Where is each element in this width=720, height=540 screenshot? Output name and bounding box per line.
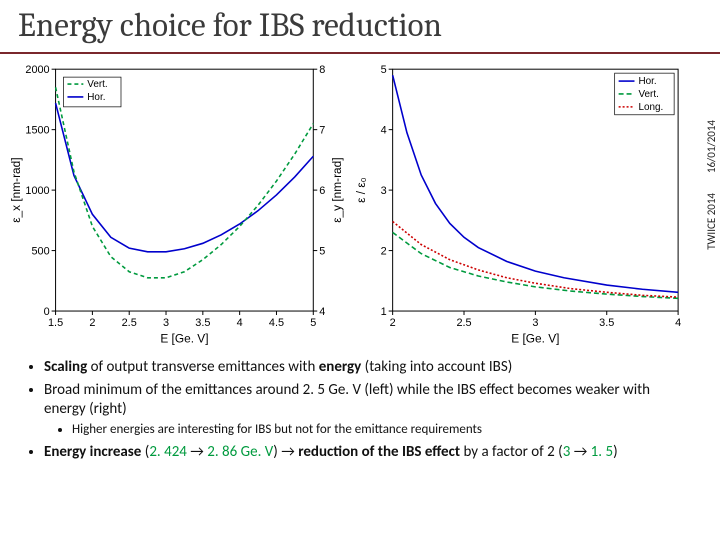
bullet-3: Energy increase (2. 424 → 2. 86 Ge. V) →… bbox=[44, 443, 692, 462]
slide: Energy choice for IBS reduction TWIICE 2… bbox=[0, 0, 720, 540]
b3-ei: Energy increase bbox=[44, 443, 141, 461]
side-conf: TWIICE 2014 bbox=[705, 193, 718, 250]
svg-text:Hor.: Hor. bbox=[87, 92, 105, 103]
svg-text:3.5: 3.5 bbox=[599, 317, 614, 329]
left-chart: 1.522.533.544.55050010001500200045678E [… bbox=[8, 58, 345, 348]
svg-text:500: 500 bbox=[31, 246, 49, 258]
svg-text:5: 5 bbox=[310, 317, 316, 329]
b3-v1: 2. 424 bbox=[149, 443, 187, 461]
b3-red: reduction of the IBS effect bbox=[298, 443, 460, 461]
svg-text:6: 6 bbox=[319, 185, 325, 197]
svg-text:1: 1 bbox=[381, 306, 387, 318]
bullet-2: Broad minimum of the emittances around 2… bbox=[44, 381, 692, 419]
svg-text:Long.: Long. bbox=[638, 102, 663, 113]
svg-text:3: 3 bbox=[163, 317, 169, 329]
side-labels: TWIICE 2014 16/01/2014 bbox=[705, 120, 718, 250]
svg-text:E [Ge. V]: E [Ge. V] bbox=[511, 332, 559, 346]
b3-v4: 1. 5 bbox=[591, 443, 613, 461]
svg-text:Hor.: Hor. bbox=[638, 76, 656, 87]
svg-text:2: 2 bbox=[381, 246, 387, 258]
svg-text:2.5: 2.5 bbox=[122, 317, 137, 329]
bullet-2-sub: Higher energies are interesting for IBS … bbox=[72, 422, 692, 438]
svg-text:4: 4 bbox=[381, 125, 387, 137]
svg-text:0: 0 bbox=[44, 306, 50, 318]
side-date: 16/01/2014 bbox=[705, 120, 718, 173]
svg-text:4: 4 bbox=[319, 306, 325, 318]
svg-text:3.5: 3.5 bbox=[195, 317, 210, 329]
b1-mid: of output transverse emittances with bbox=[87, 358, 319, 376]
svg-text:1000: 1000 bbox=[25, 185, 49, 197]
svg-text:E [Ge. V]: E [Ge. V] bbox=[160, 332, 208, 346]
svg-text:1.5: 1.5 bbox=[48, 317, 63, 329]
svg-text:ε_y [nm-rad]: ε_y [nm-rad] bbox=[330, 157, 344, 222]
svg-text:7: 7 bbox=[319, 125, 325, 137]
svg-text:1500: 1500 bbox=[25, 125, 49, 137]
slide-title: Energy choice for IBS reduction bbox=[18, 7, 442, 45]
svg-text:ε_x [nm-rad]: ε_x [nm-rad] bbox=[9, 157, 23, 222]
svg-text:4: 4 bbox=[237, 317, 243, 329]
svg-text:Vert.: Vert. bbox=[87, 79, 107, 90]
svg-text:5: 5 bbox=[381, 64, 387, 76]
b3-v2: 2. 86 Ge. V bbox=[207, 443, 273, 461]
svg-text:8: 8 bbox=[319, 64, 325, 76]
svg-text:3: 3 bbox=[532, 317, 538, 329]
svg-text:2.5: 2.5 bbox=[456, 317, 471, 329]
svg-text:2: 2 bbox=[390, 317, 396, 329]
svg-text:2000: 2000 bbox=[25, 64, 49, 76]
b1-scaling: Scaling bbox=[44, 358, 87, 376]
charts-row: 1.522.533.544.55050010001500200045678E [… bbox=[8, 58, 690, 348]
svg-text:ε / ε₀: ε / ε₀ bbox=[354, 177, 368, 202]
svg-text:5: 5 bbox=[319, 246, 325, 258]
bullet-1: Scaling of output transverse emittances … bbox=[44, 358, 692, 377]
bullets: Scaling of output transverse emittances … bbox=[22, 358, 692, 465]
title-bar: Energy choice for IBS reduction bbox=[0, 0, 720, 54]
svg-text:4.5: 4.5 bbox=[269, 317, 284, 329]
svg-text:2: 2 bbox=[89, 317, 95, 329]
svg-text:3: 3 bbox=[381, 185, 387, 197]
b1-energy: energy bbox=[319, 358, 362, 376]
svg-text:Vert.: Vert. bbox=[638, 89, 658, 100]
b1-end: (taking into account IBS) bbox=[361, 358, 512, 376]
right-chart: 22.533.5412345E [Ge. V]ε / ε₀Hor.Vert.Lo… bbox=[353, 58, 690, 348]
svg-text:4: 4 bbox=[675, 317, 681, 329]
